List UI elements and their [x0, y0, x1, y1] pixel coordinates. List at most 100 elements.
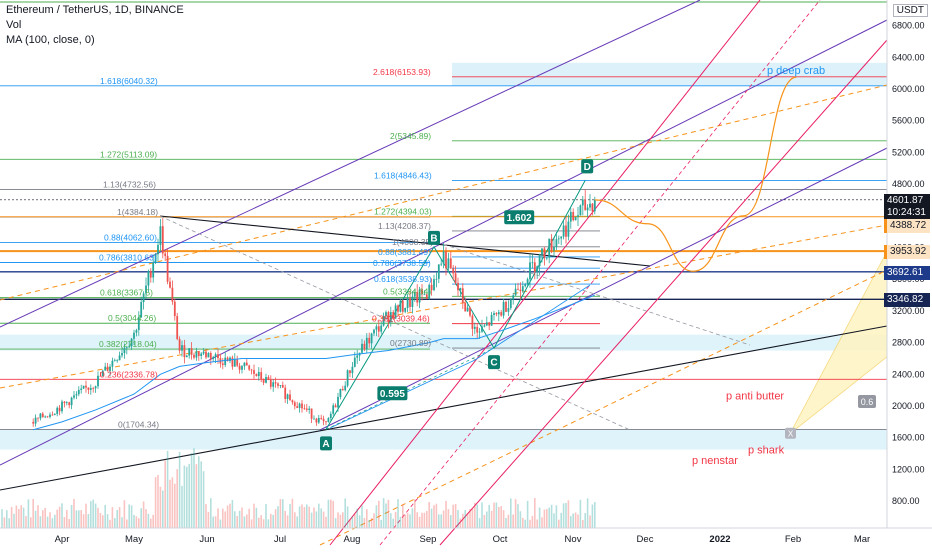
grey-dashed-diag-1[interactable] [159, 215, 631, 431]
volume-bar [116, 509, 118, 528]
volume-bar [238, 510, 241, 528]
candle-body [185, 355, 188, 358]
candle-body [116, 360, 119, 362]
candle-body [500, 312, 503, 316]
candle-body [404, 307, 407, 312]
candle-body [339, 389, 342, 397]
ma-indicator-label[interactable]: MA (100, close, 0) [6, 34, 95, 46]
volume-bar [550, 504, 553, 528]
countdown-tag: 10:24:31 [884, 206, 930, 220]
crimson-channel-right[interactable] [439, 39, 888, 546]
level-0-2730-label: 0(2730.89) [390, 338, 431, 348]
candle-body [332, 405, 335, 414]
candle-body [58, 407, 61, 412]
candle-body [538, 254, 541, 267]
projected-price-path[interactable] [594, 76, 797, 272]
level-1618-4846-label: 1.618(4846.43) [374, 170, 432, 180]
volume-bar [262, 519, 265, 528]
candle-body [133, 332, 135, 339]
candle-body [562, 225, 565, 237]
target-zone-deep-crab[interactable] [452, 62, 887, 86]
volume-bar [138, 518, 140, 528]
harmonic-legs[interactable] [325, 180, 586, 430]
black-support-line[interactable] [0, 325, 888, 491]
candle-body [368, 337, 371, 344]
crimson-channel-left[interactable] [329, 0, 761, 546]
volume-bar [402, 504, 404, 528]
pattern-anti-butter-label: p anti butter [726, 391, 784, 403]
volume-bar [318, 503, 320, 528]
candle-body [49, 414, 51, 417]
time-tick-label: Jul [274, 534, 286, 545]
orange-dashed-low[interactable] [319, 269, 888, 546]
point-c-label-box[interactable] [488, 355, 500, 370]
candle-body [284, 387, 287, 399]
volume-bar [327, 499, 330, 528]
candle-body [459, 288, 462, 291]
candle-body [569, 211, 572, 222]
volume-bar [404, 514, 406, 528]
ma-100-line[interactable] [33, 294, 595, 431]
candle-body [197, 351, 200, 356]
candle-body [521, 286, 524, 292]
currency-unit-badge[interactable]: USDT [892, 4, 928, 17]
orange-dashed-top[interactable] [0, 84, 888, 301]
volume-bar [289, 504, 291, 528]
x-point-label: X [788, 430, 794, 439]
ratio-0595-label-box[interactable] [377, 386, 408, 401]
candle-body [577, 215, 579, 218]
volume-bar [363, 517, 366, 528]
volume-bar [246, 514, 248, 528]
point-a-label-box[interactable] [320, 436, 332, 451]
candle-body [557, 238, 560, 240]
volume-bar [339, 514, 342, 528]
ratio-06-box[interactable] [858, 395, 876, 409]
candle-body [349, 370, 351, 374]
volume-bar [198, 456, 200, 528]
candle-body [171, 287, 174, 302]
candle-body [113, 360, 116, 362]
volume-bar [106, 514, 109, 528]
pattern-shark-label: p shark [748, 445, 785, 457]
point-d-label-box[interactable] [581, 159, 594, 174]
candle-body [579, 205, 582, 216]
price-tick-label: 3200.00 [892, 306, 925, 316]
candle-body [586, 207, 589, 211]
volume-bar [44, 507, 46, 528]
volume-bar [483, 514, 486, 528]
ratio-1602-label: 1.602 [507, 213, 532, 224]
candle-body [541, 248, 543, 255]
candle-body [505, 301, 507, 312]
volume-bar [176, 469, 178, 528]
volume-bar [342, 512, 344, 528]
purple-channel-top[interactable] [0, 0, 701, 328]
black-resistance-line[interactable] [159, 215, 651, 267]
price-tag-3953: 3953.92 [884, 245, 930, 259]
volume-bar [385, 503, 387, 528]
candle-body [488, 322, 491, 326]
candle-body [286, 394, 289, 399]
x-point-box[interactable] [785, 427, 796, 439]
volume-bar [529, 519, 531, 528]
volume-bar [205, 504, 207, 528]
ratio-1602-label-box[interactable] [504, 210, 535, 225]
orange-dashed-mid[interactable] [0, 224, 888, 389]
volume-bar [428, 502, 430, 528]
candle-body [68, 402, 71, 406]
volume-bar [229, 503, 231, 528]
vol-indicator-label[interactable]: Vol [6, 19, 22, 31]
volume-bar [476, 504, 478, 528]
volume-bar [438, 514, 440, 528]
candle-body [221, 363, 224, 365]
purple-channel-mid[interactable] [0, 19, 888, 466]
volume-bar [75, 510, 78, 528]
candle-body [445, 251, 447, 269]
point-b-label-box[interactable] [428, 230, 440, 245]
grey-dashed-diag-2[interactable] [429, 239, 751, 346]
purple-channel-low[interactable] [319, 147, 888, 431]
candle-body [75, 394, 78, 396]
volume-bar [15, 505, 18, 528]
crimson-channel-mid[interactable] [379, 0, 821, 546]
